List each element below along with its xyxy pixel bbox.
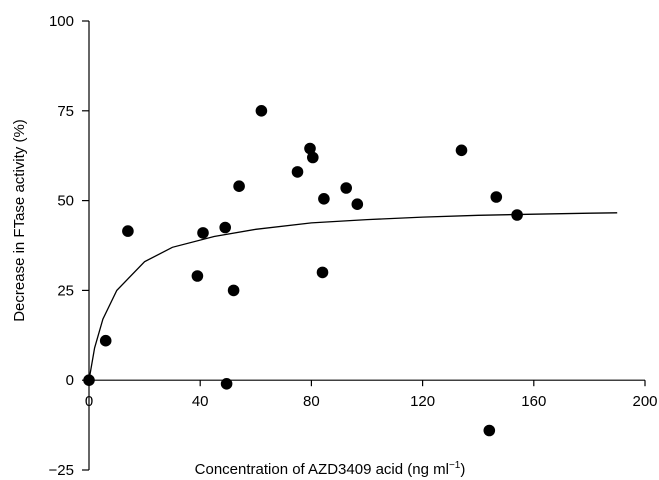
y-ticks: −25 0 25 50 75 100: [49, 13, 89, 479]
x-tick-label: 200: [632, 393, 657, 410]
y-tick-label: 50: [57, 193, 74, 210]
data-point: [122, 225, 134, 237]
x-tick-label: 120: [410, 393, 435, 410]
fitted-curve: [88, 212, 618, 381]
y-tick-label: 0: [66, 372, 74, 389]
data-points: [83, 105, 523, 437]
x-axis-title-superscript: −1: [449, 460, 461, 471]
y-tick-label: 25: [57, 282, 74, 299]
x-tick-label: 0: [85, 393, 93, 410]
x-ticks: 0 40 80 120 160 200: [85, 380, 658, 410]
data-point: [490, 191, 503, 203]
data-point: [197, 227, 209, 239]
x-axis-title-main: Concentration of AZD3409 acid (ng ml: [195, 461, 449, 478]
y-tick-label: −25: [49, 462, 74, 479]
data-point: [304, 142, 316, 155]
data-point: [318, 193, 330, 205]
data-point: [227, 284, 240, 297]
data-point: [233, 180, 245, 192]
y-tick-label: 100: [49, 13, 74, 30]
x-axis-title: Concentration of AZD3409 acid (ng ml−1): [195, 460, 466, 478]
x-tick-label: 160: [521, 393, 546, 410]
data-point: [316, 266, 329, 279]
data-point: [455, 144, 468, 157]
data-point: [307, 151, 319, 164]
data-point: [99, 334, 112, 347]
data-point: [220, 378, 233, 390]
y-axis-title: Decrease in FTase activity (%): [11, 119, 28, 322]
data-point: [340, 182, 353, 194]
x-axis-title-suffix: ): [460, 461, 465, 478]
x-tick-label: 40: [192, 393, 209, 410]
data-point: [219, 221, 231, 234]
data-point: [511, 209, 523, 221]
x-tick-label: 80: [303, 393, 320, 410]
y-tick-label: 75: [57, 103, 74, 120]
data-point: [291, 166, 304, 178]
data-point: [255, 105, 268, 117]
data-point: [83, 374, 95, 387]
data-point: [351, 198, 364, 210]
axes: [88, 21, 645, 470]
data-point: [191, 270, 204, 282]
data-point: [483, 424, 496, 437]
